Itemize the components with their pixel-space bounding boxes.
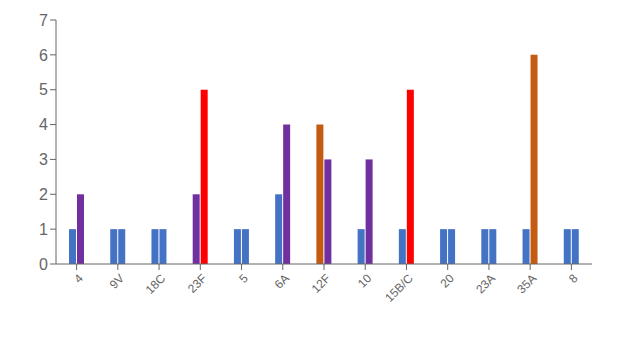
svg-text:20: 20 xyxy=(438,271,458,291)
svg-text:18C: 18C xyxy=(143,271,169,297)
svg-text:0: 0 xyxy=(39,256,48,273)
svg-text:15B/C: 15B/C xyxy=(382,271,416,305)
svg-text:7: 7 xyxy=(39,12,48,29)
svg-text:2: 2 xyxy=(39,186,48,203)
svg-text:6A: 6A xyxy=(272,271,292,291)
svg-text:5: 5 xyxy=(39,81,48,98)
svg-text:4: 4 xyxy=(71,271,86,286)
svg-text:9V: 9V xyxy=(107,271,127,291)
svg-text:35A: 35A xyxy=(514,271,539,296)
svg-text:12F: 12F xyxy=(309,271,334,296)
svg-text:8: 8 xyxy=(566,271,581,286)
svg-text:10: 10 xyxy=(355,271,375,291)
svg-text:23A: 23A xyxy=(473,271,498,296)
svg-text:5: 5 xyxy=(236,271,251,286)
svg-text:6: 6 xyxy=(39,47,48,64)
svg-text:4: 4 xyxy=(39,116,48,133)
svg-text:23F: 23F xyxy=(185,271,210,296)
svg-text:1: 1 xyxy=(39,221,48,238)
svg-text:3: 3 xyxy=(39,151,48,168)
